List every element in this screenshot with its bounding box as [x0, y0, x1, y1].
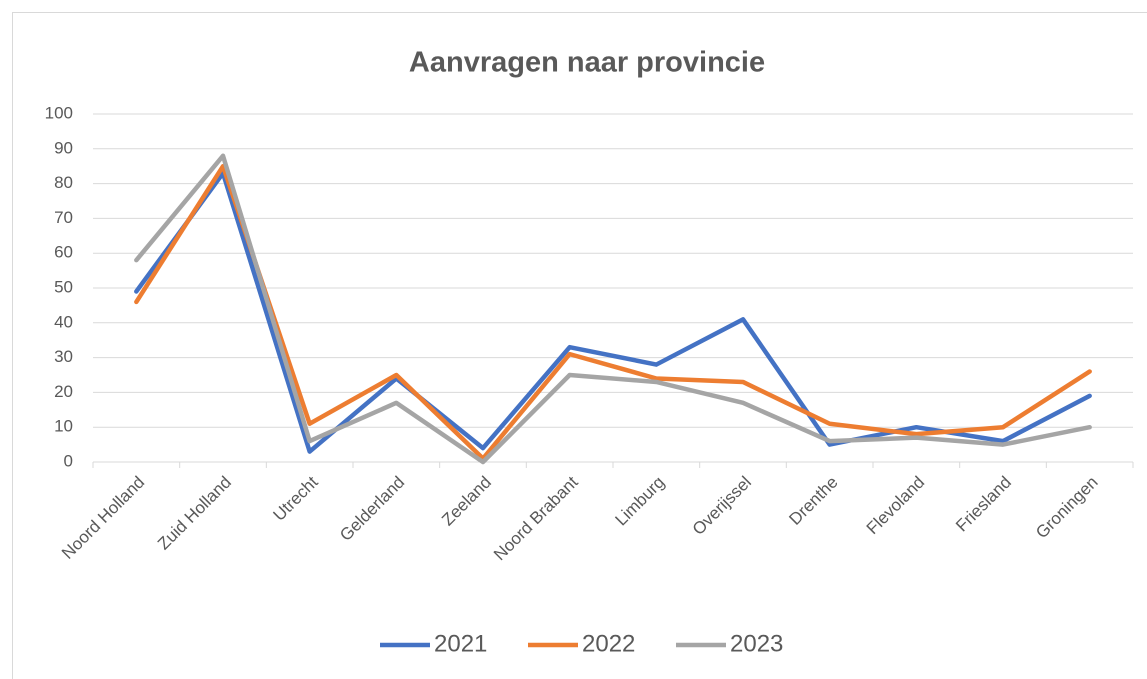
y-tick-label: 30	[54, 347, 73, 366]
chart-title: Aanvragen naar provincie	[409, 47, 765, 79]
y-tick-label: 80	[54, 173, 73, 192]
series-line	[134, 163, 1092, 461]
y-tick-label: 40	[54, 312, 73, 331]
y-tick-label: 90	[54, 138, 73, 157]
legend-label: 2021	[434, 630, 487, 657]
y-tick-label: 60	[54, 243, 73, 262]
y-tick-label: 70	[54, 208, 73, 227]
y-tick-label: 20	[54, 382, 73, 401]
legend-label: 2022	[582, 630, 635, 657]
y-tick-label: 10	[54, 417, 73, 436]
y-tick-label: 50	[54, 277, 73, 296]
legend-label: 2023	[730, 630, 783, 657]
y-tick-label: 0	[64, 451, 73, 470]
chart-frame	[12, 12, 1147, 679]
series-line	[134, 153, 1092, 465]
series-line	[134, 170, 1092, 454]
y-tick-label: 100	[45, 103, 73, 122]
